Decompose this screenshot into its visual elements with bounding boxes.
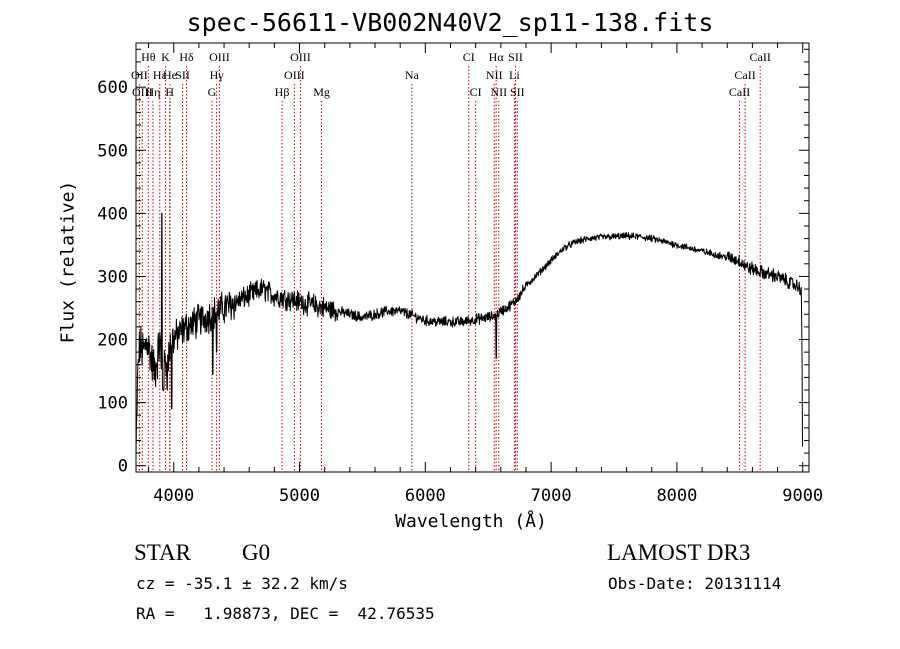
line-label: SII <box>508 50 523 64</box>
obs-date: Obs-Date: 20131114 <box>608 574 782 593</box>
line-label: Hβ <box>275 85 290 99</box>
line-label: OIII <box>132 85 153 99</box>
line-label: Hθ <box>141 50 156 64</box>
x-tick-label: 7000 <box>531 486 572 506</box>
y-tick-label: 200 <box>97 331 128 351</box>
line-label: SII <box>175 68 190 82</box>
x-tick-label: 5000 <box>279 486 320 506</box>
x-axis-label: Wavelength (Å) <box>395 511 547 532</box>
survey-name: LAMOST DR3 <box>607 540 751 565</box>
line-label: K <box>161 50 170 64</box>
spectrum-line <box>135 212 803 457</box>
line-label: CaII <box>729 85 750 99</box>
y-tick-label: 0 <box>118 457 128 477</box>
line-label: Mg <box>313 85 330 99</box>
line-label: G <box>208 85 217 99</box>
plot-frame <box>135 42 810 473</box>
line-label: Hδ <box>179 50 194 64</box>
coordinates-text: RA = 1.98873, DEC = 42.76535 <box>136 604 435 623</box>
x-tick-label: 4000 <box>153 486 194 506</box>
y-axis-label: Flux (relative) <box>57 180 79 344</box>
x-tick-label: 8000 <box>656 486 697 506</box>
x-tick-label: 6000 <box>405 486 446 506</box>
object-class: STAR <box>134 540 191 565</box>
chart-title: spec-56611-VB002N40V2_sp11-138.fits <box>186 8 714 37</box>
line-label: CI <box>470 85 482 99</box>
line-label: OIII <box>290 50 311 64</box>
y-tick-label: 300 <box>97 267 128 287</box>
x-tick-label: 9000 <box>782 486 823 506</box>
line-label: Hε <box>153 68 167 82</box>
redshift-text: cz = -35.1 ± 32.2 km/s <box>136 574 348 593</box>
line-label: Hα <box>489 50 505 64</box>
y-tick-label: 600 <box>97 78 128 98</box>
axis-ticks: 4000 5000 6000 7000 8000 9000 0 100 200 300 400 500… <box>97 43 823 506</box>
y-tick-label: 500 <box>97 141 128 161</box>
y-tick-label: 400 <box>97 204 128 224</box>
line-label: Hγ <box>210 68 225 82</box>
spectral-line-markers <box>138 66 761 472</box>
line-label: NII <box>486 68 503 82</box>
line-label: CaII <box>734 68 755 82</box>
line-label: Li <box>509 68 520 82</box>
object-subclass: G0 <box>242 540 271 565</box>
line-label: OIII <box>284 68 305 82</box>
line-label: SII <box>510 85 525 99</box>
line-label: H <box>165 85 174 99</box>
line-label: He <box>163 68 177 82</box>
line-label: Na <box>405 68 420 82</box>
line-label: OIII <box>209 50 230 64</box>
y-tick-label: 100 <box>97 394 128 414</box>
line-label: Hη <box>146 85 161 99</box>
line-label: CI <box>463 50 475 64</box>
line-label: CaII <box>750 50 771 64</box>
line-label: NII <box>490 85 507 99</box>
